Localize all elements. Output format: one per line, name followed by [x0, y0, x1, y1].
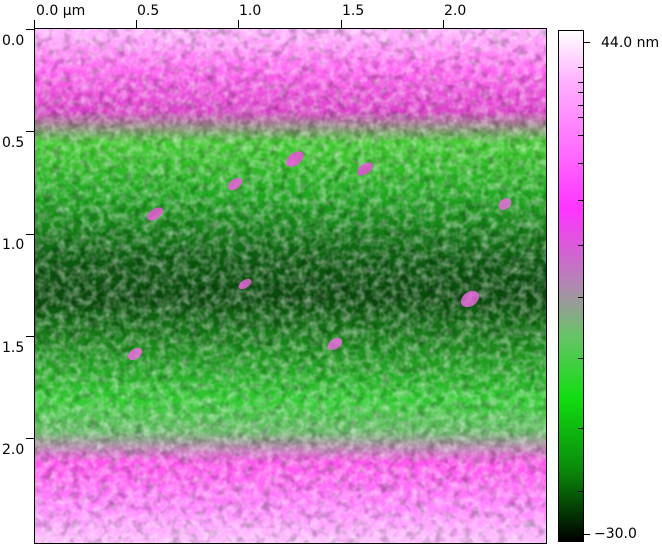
y-tick-mark [26, 336, 34, 337]
colorbar-tick [578, 358, 584, 359]
x-tick-label-4: 2.0 [444, 3, 467, 19]
colorbar-tick [578, 105, 584, 106]
x-tick-mark [34, 20, 35, 28]
colorbar-tick [578, 135, 584, 136]
colorbar-tick [578, 163, 584, 164]
colorbar-tick [578, 117, 584, 118]
x-tick-mark [136, 20, 137, 28]
y-tick-label-1: 0.5 [2, 135, 25, 151]
x-tick-label-1: 0.5 [137, 3, 160, 19]
colorbar-tick [578, 428, 584, 429]
afm-scan-image [34, 28, 547, 544]
colorbar-tick [578, 491, 584, 492]
surface-streaks [127, 151, 512, 361]
colorbar-tick [578, 245, 584, 246]
y-tick-label-2: 1.0 [2, 237, 25, 253]
colorbar-min-label: −30.0 [594, 526, 637, 542]
x-tick-label-2: 1.0 [239, 3, 262, 19]
y-tick-mark [26, 438, 34, 439]
x-tick-mark [443, 20, 444, 28]
y-tick-label-4: 2.0 [2, 442, 25, 458]
y-tick-mark [26, 234, 34, 235]
y-tick-mark [26, 29, 34, 30]
colorbar-tick [584, 534, 590, 535]
colorbar-tick [578, 67, 584, 68]
y-tick-label-3: 1.5 [2, 340, 25, 356]
y-tick-label-0: 0.0 [2, 33, 25, 49]
height-color-scale [558, 30, 584, 542]
y-tick-mark [26, 131, 34, 132]
colorbar-tick [578, 82, 584, 83]
colorbar-tick [578, 92, 584, 93]
colorbar-tick [578, 297, 584, 298]
afm-height-map [35, 29, 546, 543]
colorbar-max-label: 44.0 nm [601, 35, 660, 51]
colorbar-tick [584, 42, 590, 43]
colorbar-tick [578, 200, 584, 201]
x-tick-label-0: 0.0 µm [36, 3, 86, 19]
x-tick-label-3: 1.5 [342, 3, 365, 19]
x-tick-mark [238, 20, 239, 28]
x-tick-mark [341, 20, 342, 28]
